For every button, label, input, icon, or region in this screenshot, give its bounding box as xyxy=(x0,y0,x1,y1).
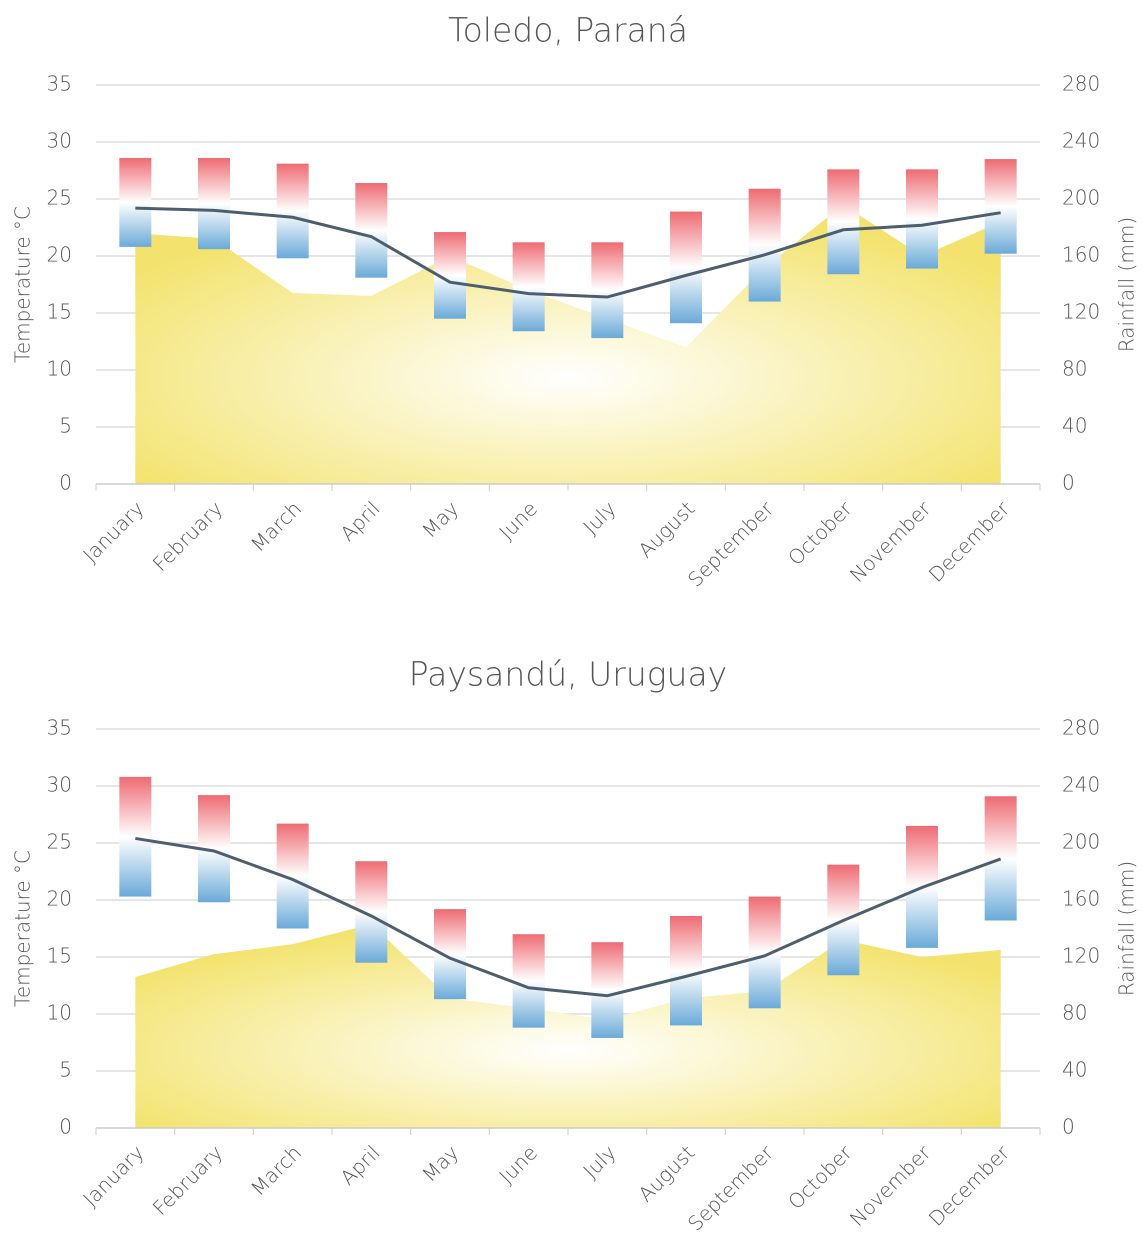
x-tick-label: October xyxy=(783,496,857,570)
y-tick-label: 10 xyxy=(47,1001,72,1025)
y-tick-label: 0 xyxy=(59,471,72,495)
y2-tick-label: 80 xyxy=(1062,357,1087,381)
temperature-bar xyxy=(670,211,702,324)
y2-tick-label: 0 xyxy=(1062,1115,1075,1139)
x-tick-label: December xyxy=(924,496,1015,587)
y-tick-label: 35 xyxy=(47,72,72,96)
y-tick-label: 30 xyxy=(47,129,72,153)
mean-line xyxy=(135,206,1001,299)
temperature-bar xyxy=(119,776,152,897)
x-tick-label: August xyxy=(633,496,699,562)
y2-tick-label: 280 xyxy=(1062,716,1100,740)
y-axis-label: Temperature °C xyxy=(11,850,35,1007)
y2-tick-label: 0 xyxy=(1062,471,1075,495)
x-tick-label: February xyxy=(148,496,228,576)
x-tick-label: March xyxy=(246,1140,306,1200)
y-tick-label: 0 xyxy=(59,1115,72,1139)
x-tick-label: June xyxy=(494,496,542,544)
y2-tick-label: 240 xyxy=(1062,773,1100,797)
temperature-bar xyxy=(591,242,624,339)
x-tick-label: May xyxy=(417,1140,463,1186)
y2-axis-label: Rainfall (mm) xyxy=(1115,217,1139,352)
y-tick-label: 20 xyxy=(47,887,72,911)
x-tick-label: October xyxy=(783,1140,857,1214)
x-tick-label: September xyxy=(683,1140,779,1236)
y-tick-label: 5 xyxy=(59,414,72,438)
y-tick-label: 35 xyxy=(47,716,72,740)
y-tick-label: 15 xyxy=(47,300,72,324)
y2-axis-label: Rainfall (mm) xyxy=(1115,861,1139,996)
temperature-bar xyxy=(119,157,152,247)
y-axis-label: Temperature °C xyxy=(11,206,35,363)
rainfall-area xyxy=(135,924,1001,1128)
temperature-bar xyxy=(276,163,309,259)
x-tick-label: November xyxy=(845,496,936,587)
x-tick-label: January xyxy=(78,496,149,567)
temperature-bar xyxy=(591,942,624,1038)
chart-title: Paysandú, Uruguay xyxy=(409,655,727,694)
x-tick-label: December xyxy=(924,1140,1015,1231)
rainfall-area xyxy=(135,204,1001,484)
x-tick-label: April xyxy=(335,496,384,545)
x-tick-label: April xyxy=(335,1140,384,1189)
y2-tick-label: 80 xyxy=(1062,1001,1087,1025)
y2-tick-label: 200 xyxy=(1062,830,1100,854)
y2-tick-label: 160 xyxy=(1062,243,1100,267)
y-tick-label: 10 xyxy=(47,357,72,381)
y-tick-label: 15 xyxy=(47,944,72,968)
temperature-bar xyxy=(827,169,860,275)
y-tick-label: 25 xyxy=(47,186,72,210)
temperature-bar xyxy=(906,169,938,269)
temperature-bar xyxy=(512,242,545,332)
x-tick-label: July xyxy=(578,496,620,538)
x-tick-label: August xyxy=(633,1140,699,1206)
x-tick-label: July xyxy=(578,1140,620,1182)
y2-tick-label: 40 xyxy=(1062,414,1087,438)
x-tick-label: September xyxy=(683,496,779,592)
chart-title: Toledo, Paraná xyxy=(448,11,688,50)
x-tick-label: June xyxy=(494,1140,542,1188)
y2-tick-label: 120 xyxy=(1062,300,1100,324)
x-tick-label: March xyxy=(246,496,306,556)
y-tick-label: 5 xyxy=(59,1058,72,1082)
y2-tick-label: 200 xyxy=(1062,186,1100,210)
temperature-bar xyxy=(984,796,1017,921)
x-tick-label: February xyxy=(148,1140,228,1220)
y-tick-label: 30 xyxy=(47,773,72,797)
mean-line xyxy=(135,836,1002,998)
y2-tick-label: 280 xyxy=(1062,72,1100,96)
temperature-bar xyxy=(198,157,230,250)
x-tick-label: May xyxy=(417,496,463,542)
temperature-bar xyxy=(434,909,466,1000)
temperature-bar xyxy=(748,188,781,302)
temperature-bar xyxy=(984,159,1017,254)
x-tick-label: January xyxy=(78,1140,149,1211)
y2-tick-label: 40 xyxy=(1062,1058,1087,1082)
y2-tick-label: 160 xyxy=(1062,887,1100,911)
y2-tick-label: 240 xyxy=(1062,129,1100,153)
temperature-bar xyxy=(670,915,702,1026)
y2-tick-label: 120 xyxy=(1062,944,1100,968)
temperature-bar xyxy=(355,183,388,278)
y-tick-label: 20 xyxy=(47,243,72,267)
temperature-bar xyxy=(512,934,545,1028)
x-tick-label: November xyxy=(845,1140,936,1231)
y-tick-label: 25 xyxy=(47,830,72,854)
